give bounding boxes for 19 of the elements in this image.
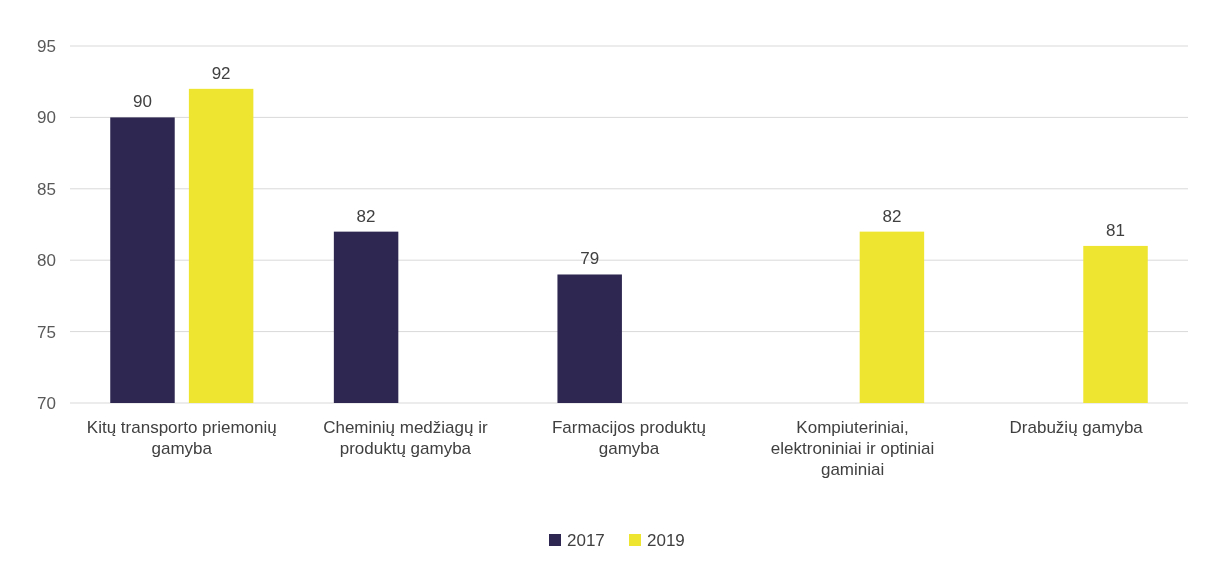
x-tick-label: Cheminių medžiagų ir produktų gamyba [323,418,488,458]
y-tick-label: 80 [37,251,56,271]
x-tick-label: Drabužių gamyba [1009,418,1144,437]
y-tick-label: 95 [37,36,56,56]
y-tick-label: 70 [37,393,56,413]
y-tick-label: 75 [37,322,56,342]
data-label: 79 [580,249,600,269]
data-label: 81 [1106,220,1125,240]
legend-label: 2019 [647,531,685,550]
data-label: 92 [211,63,231,83]
x-tick-label: Kompiuteriniai, elektroniniai ir optiniai gaminiai [770,418,935,479]
data-label: 90 [133,92,152,112]
data-label: 82 [356,206,376,226]
x-tick-label: Kitų transporto priemonių gamyba [86,418,277,458]
x-tick-label: Farmacijos produktų gamyba [551,418,707,458]
y-tick-label: 90 [37,108,56,128]
y-tick-label: 85 [37,179,56,199]
data-label: 82 [882,206,902,226]
legend-label: 2017 [567,531,605,550]
